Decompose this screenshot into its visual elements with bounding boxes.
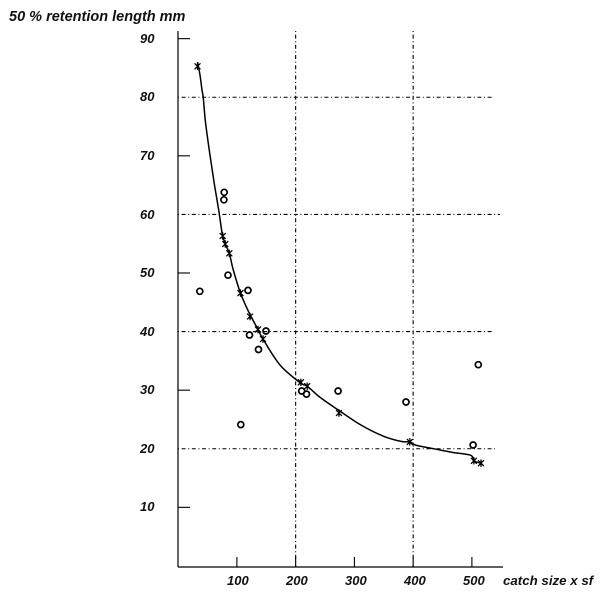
svg-text:500: 500	[463, 573, 485, 588]
svg-text:60: 60	[140, 207, 155, 222]
svg-text:catch size x sf: catch size x sf	[503, 573, 595, 588]
svg-text:400: 400	[403, 573, 426, 588]
svg-text:70: 70	[140, 148, 155, 163]
svg-text:80: 80	[140, 89, 155, 104]
svg-text:30: 30	[140, 382, 155, 397]
svg-text:50 % retention length mm: 50 % retention length mm	[9, 9, 186, 25]
svg-text:100: 100	[227, 573, 249, 588]
svg-text:50: 50	[140, 265, 155, 280]
svg-text:90: 90	[140, 31, 155, 46]
svg-text:200: 200	[285, 573, 308, 588]
svg-text:40: 40	[139, 324, 155, 339]
svg-text:20: 20	[139, 441, 155, 456]
svg-text:10: 10	[140, 499, 155, 514]
svg-text:300: 300	[345, 573, 367, 588]
